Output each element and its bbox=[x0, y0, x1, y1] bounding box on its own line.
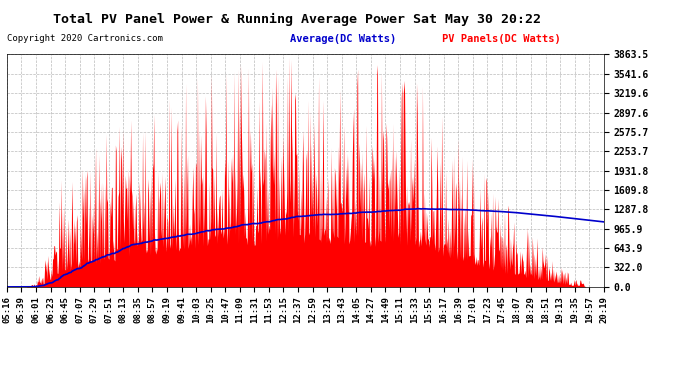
Text: Total PV Panel Power & Running Average Power Sat May 30 20:22: Total PV Panel Power & Running Average P… bbox=[52, 13, 541, 26]
Text: PV Panels(DC Watts): PV Panels(DC Watts) bbox=[442, 34, 560, 44]
Text: Copyright 2020 Cartronics.com: Copyright 2020 Cartronics.com bbox=[7, 34, 163, 43]
Text: Average(DC Watts): Average(DC Watts) bbox=[290, 34, 396, 44]
